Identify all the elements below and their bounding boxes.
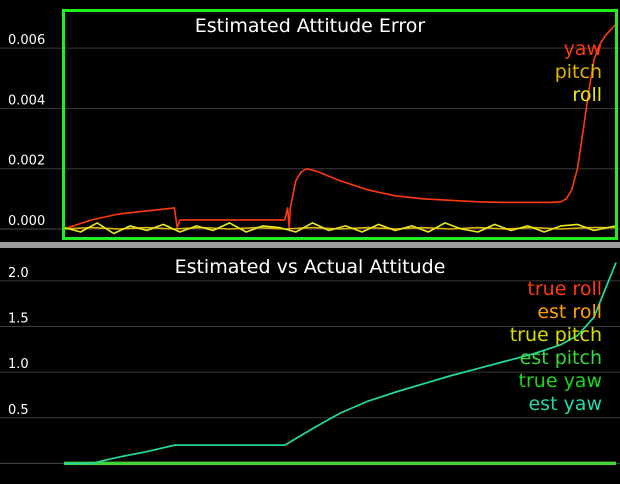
chart-1-legend-true-roll: true roll (527, 278, 602, 300)
chart-1-y-tick-label-0: 0.5 (8, 403, 29, 418)
chart-0-y-tick-label-2: 0.004 (8, 93, 45, 108)
chart-0-series-roll (63, 222, 617, 235)
chart-1-series-est-yaw (64, 262, 617, 465)
attitude-error-chart: 0.000 0.002 0.004 0.006 Estimated Attitude E… (0, 9, 620, 240)
attitude-comparison-plot[interactable]: 0.5 1.0 1.5 2.0 Estimated vs Actual Attitude… (0, 248, 620, 484)
chart-1-title: Estimated vs Actual Attitude (175, 256, 446, 278)
chart-1-y-tick-label-3: 2.0 (8, 266, 29, 281)
chart-1-legend-est-yaw: est yaw (528, 393, 602, 415)
chart-0-y-tick-label-0: 0.000 (8, 214, 45, 229)
attitude-error-plot[interactable]: 0.000 0.002 0.004 0.006 Estimated Attitude E… (0, 0, 620, 242)
chart-0-series-pitch (63, 226, 616, 230)
chart-1-legend-true-yaw: true yaw (519, 370, 602, 392)
chart-1-legend-est-roll: est roll (537, 301, 602, 323)
chart-1-legend-true-pitch: true pitch (510, 324, 602, 346)
chart-0-legend-yaw: yaw (564, 38, 602, 60)
plot-divider (0, 242, 620, 248)
chart-0-legend-pitch: pitch (555, 61, 602, 83)
chart-1-y-tick-label-2: 1.5 (8, 311, 29, 326)
chart-0-title: Estimated Attitude Error (195, 15, 426, 37)
chart-0-y-tick-label-1: 0.002 (8, 154, 45, 169)
chart-1-y-tick-label-1: 1.0 (8, 357, 29, 372)
chart-0-y-tick-label-3: 0.006 (8, 33, 45, 48)
chart-0-series-yaw (63, 23, 617, 230)
chart-1-legend-est-pitch: est pitch (520, 347, 602, 369)
chart-0-legend-roll: roll (572, 84, 602, 106)
chart-0-selection-border (62, 9, 618, 240)
attitude-comparison-chart: 0.5 1.0 1.5 2.0 Estimated vs Actual Attitude… (0, 256, 620, 465)
